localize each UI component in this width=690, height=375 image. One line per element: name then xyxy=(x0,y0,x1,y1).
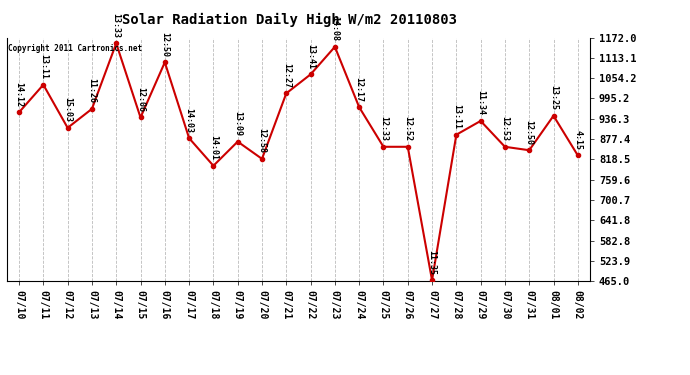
Text: 13:11: 13:11 xyxy=(452,104,461,129)
Text: 13:33: 13:33 xyxy=(112,13,121,38)
Text: 4:15: 4:15 xyxy=(573,130,582,150)
Text: Copyright 2011 Cartronics.net: Copyright 2011 Cartronics.net xyxy=(8,44,142,52)
Text: 12:33: 12:33 xyxy=(379,116,388,141)
Text: 12:52: 12:52 xyxy=(403,116,412,141)
Text: 12:06: 12:06 xyxy=(136,87,145,112)
Text: 13:11: 13:11 xyxy=(39,54,48,79)
Text: 13:25: 13:25 xyxy=(549,85,558,110)
Text: 13:41: 13:41 xyxy=(306,44,315,69)
Text: 12:27: 12:27 xyxy=(282,63,290,88)
Text: 14:03: 14:03 xyxy=(185,108,194,133)
Text: 12:53: 12:53 xyxy=(500,116,509,141)
Text: 14:01: 14:01 xyxy=(209,135,218,160)
Text: Solar Radiation Daily High W/m2 20110803: Solar Radiation Daily High W/m2 20110803 xyxy=(122,13,457,27)
Text: 14:12: 14:12 xyxy=(14,82,23,107)
Text: 12:58: 12:58 xyxy=(257,128,266,153)
Text: 11:35: 11:35 xyxy=(428,250,437,274)
Text: 11:34: 11:34 xyxy=(476,90,485,116)
Text: 14:08: 14:08 xyxy=(331,16,339,41)
Text: 12:17: 12:17 xyxy=(355,76,364,102)
Text: 12:50: 12:50 xyxy=(160,32,169,57)
Text: 15:03: 15:03 xyxy=(63,97,72,122)
Text: 13:09: 13:09 xyxy=(233,111,242,136)
Text: 12:50: 12:50 xyxy=(524,120,534,145)
Text: 11:26: 11:26 xyxy=(88,78,97,103)
